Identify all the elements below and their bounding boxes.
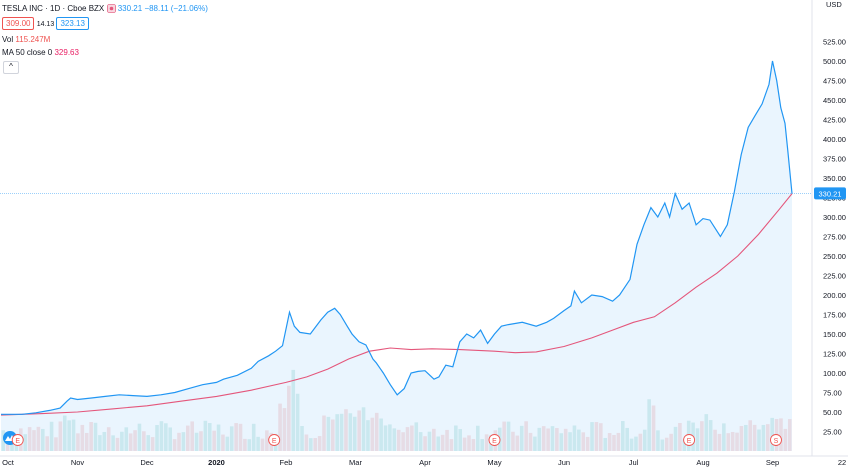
volume-value: 115.247M <box>15 35 51 44</box>
currency-label: USD <box>826 0 842 9</box>
y-tick-label: 500.00 <box>823 57 846 66</box>
y-tick-label: 175.00 <box>823 311 846 320</box>
ask-button[interactable]: 323.13 <box>56 17 89 30</box>
x-tick-label: Dec <box>140 458 154 467</box>
y-tick-label: 25.00 <box>823 428 842 437</box>
bid-button[interactable]: 309.00 <box>2 17 35 30</box>
x-tick-label: Jun <box>558 458 570 467</box>
event-marker-circle <box>488 434 501 446</box>
y-tick-label: 350.00 <box>823 174 846 183</box>
y-tick-label: 225.00 <box>823 272 846 281</box>
event-marker-letter: E <box>687 438 692 445</box>
y-tick-label: 375.00 <box>823 155 846 164</box>
x-tick-label: 2020 <box>208 458 225 467</box>
x-tick-label: Apr <box>419 458 431 467</box>
y-tick-label: 475.00 <box>823 77 846 86</box>
y-tick-label: 125.00 <box>823 350 846 359</box>
price-area-layer <box>0 60 793 451</box>
event-marker-circle <box>683 434 696 446</box>
y-tick-label: 400.00 <box>823 135 846 144</box>
y-tick-label: 200.00 <box>823 291 846 300</box>
change-value: −88.11 (−21.06%) <box>144 4 208 13</box>
ma-value: 329.63 <box>54 48 79 57</box>
y-tick-label: 300.00 <box>823 213 846 222</box>
ma-label: MA 50 close 0 <box>2 48 53 57</box>
x-tick-label: Feb <box>280 458 293 467</box>
collapse-legend-button[interactable]: ^ <box>3 61 19 74</box>
event-marker-circle <box>770 434 782 446</box>
event-marker-letter: E <box>272 438 277 445</box>
event-marker[interactable]: E <box>11 434 24 446</box>
x-tick-label: Jul <box>629 458 639 467</box>
x-tick-label: 22 <box>838 458 846 467</box>
eye-icon[interactable] <box>106 4 116 14</box>
symbol-title: TESLA INC · 1D · Cboe BZX <box>2 4 105 13</box>
last-price-label: 330.21 <box>819 189 842 198</box>
volume-label: Vol <box>2 35 14 44</box>
y-tick-label: 150.00 <box>823 330 846 339</box>
event-marker[interactable]: E <box>488 434 501 446</box>
ma-legend: MA 50 close 0 329.63 <box>2 47 79 59</box>
event-marker[interactable]: S <box>770 434 782 446</box>
volume-legend: Vol 115.247M <box>2 34 50 46</box>
x-tick-label: Mar <box>349 458 362 467</box>
spread-value: 14.13 <box>36 21 55 28</box>
ma-50-line <box>0 193 793 416</box>
event-marker-letter: E <box>15 438 20 445</box>
event-marker[interactable]: E <box>683 434 696 446</box>
symbol-legend: TESLA INC · 1D · Cboe BZX 330.21 −88.11 … <box>2 3 208 15</box>
price-area-fill <box>1 61 792 451</box>
price-line <box>1 60 793 415</box>
x-tick-label: Sep <box>766 458 779 467</box>
x-tick-label: May <box>487 458 501 467</box>
y-tick-label: 525.00 <box>823 38 846 47</box>
x-tick-label: Oct <box>2 458 15 467</box>
y-tick-label: 275.00 <box>823 233 846 242</box>
event-marker-letter: S <box>774 438 779 445</box>
quote-row: 309.00 14.13 323.13 <box>2 17 89 31</box>
event-marker[interactable]: E <box>268 434 281 446</box>
event-marker-letter: E <box>492 438 497 445</box>
event-marker-circle <box>11 434 24 446</box>
close-value: 330.21 <box>117 4 143 13</box>
y-tick-label: 100.00 <box>823 369 846 378</box>
last-price-label-box <box>814 187 846 200</box>
event-marker-circle <box>268 434 281 446</box>
y-tick-label: 75.00 <box>823 389 842 398</box>
y-tick-label: 450.00 <box>823 96 846 105</box>
y-tick-label: 425.00 <box>823 116 846 125</box>
x-tick-label: Aug <box>696 458 709 467</box>
y-tick-label: 250.00 <box>823 252 846 261</box>
y-tick-label: 50.00 <box>823 408 842 417</box>
x-tick-label: Nov <box>71 458 85 467</box>
